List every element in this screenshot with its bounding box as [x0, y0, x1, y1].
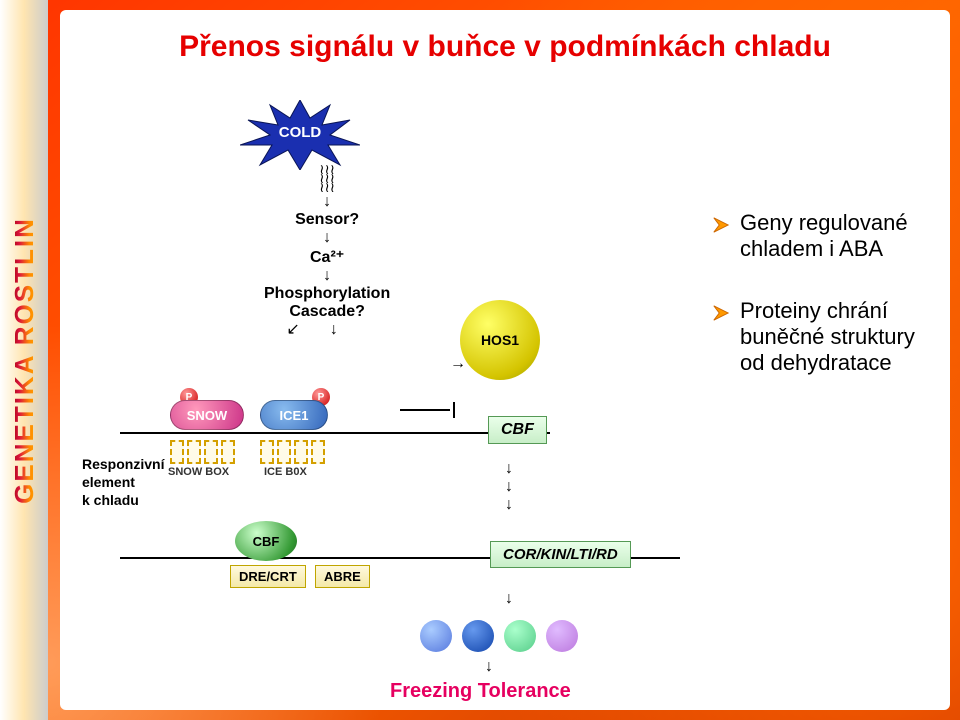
snowbox-label: SNOW BOX — [168, 466, 229, 478]
sensor-label: Sensor? — [295, 211, 359, 229]
dna-line-1 — [120, 432, 550, 434]
dre-box: DRE/CRT — [230, 565, 306, 588]
cbf-gene-box: CBF — [488, 416, 547, 444]
down-arrow-icon: ↓ — [505, 590, 513, 608]
protein-balls — [420, 620, 578, 652]
spring-icon: ≀≀≀≀≀≀≀≀≀ — [319, 166, 335, 193]
down-arrow-icon: ↓↓↓ — [505, 460, 513, 514]
freezing-tolerance-label: Freezing Tolerance — [390, 680, 571, 703]
bullet-icon — [712, 210, 730, 262]
snow-pill: SNOW — [170, 400, 244, 430]
icebox-boxes — [260, 440, 325, 464]
down-arrow-icon: ↓ — [323, 270, 331, 282]
signal-diagram: COLD ≀≀≀≀≀≀≀≀≀ ↓ Sensor? ↓ Ca²⁺ ↓ Phosph… — [90, 100, 710, 660]
bullet-panel: Geny regulované chladem i ABA Proteiny c… — [712, 210, 922, 376]
dna-strip-2: CBF DRE/CRT ABRE COR/KIN/LTI/RD — [120, 535, 680, 595]
dna-strip-1: P SNOW P ICE1 SNOW BOX ICE B0X — [120, 410, 550, 470]
ball-icon — [546, 620, 578, 652]
cold-starburst: COLD — [240, 100, 360, 170]
ice1-pill: ICE1 — [260, 400, 328, 430]
snowbox-boxes — [170, 440, 235, 464]
sidebar: GENETIKA ROSTLIN — [0, 0, 48, 720]
down-arrow-icon: ↓ — [485, 658, 493, 676]
cascade-stack: ≀≀≀≀≀≀≀≀≀ ↓ Sensor? ↓ Ca²⁺ ↓ Phosphoryla… — [264, 166, 390, 336]
hos1-node: HOS1 — [460, 300, 540, 380]
bullet-2-text: Proteiny chrání buněčné struktury od deh… — [740, 298, 922, 376]
phos-label: Phosphorylation Cascade? — [264, 285, 390, 321]
page-title: Přenos signálu v buňce v podmínkách chla… — [84, 30, 926, 64]
ca-label: Ca²⁺ — [310, 247, 344, 267]
down-arrow-icon: ↓ — [323, 196, 331, 208]
abre-box: ABRE — [315, 565, 370, 588]
sidebar-title: GENETIKA ROSTLIN — [9, 217, 40, 504]
cbf-protein: CBF — [235, 521, 297, 561]
responsive-element-label: Responzivní element k chladu — [82, 455, 164, 509]
down-arrow-icon: ↓ — [323, 232, 331, 244]
bullet-1: Geny regulované chladem i ABA — [712, 210, 922, 262]
ball-icon — [504, 620, 536, 652]
slide-content: Přenos signálu v buňce v podmínkách chla… — [60, 10, 950, 710]
ball-icon — [462, 620, 494, 652]
bullet-1-text: Geny regulované chladem i ABA — [740, 210, 922, 262]
bullet-icon — [712, 298, 730, 376]
icebox-label: ICE B0X — [264, 466, 307, 478]
split-arrow-icon: ↙↓ — [286, 324, 367, 336]
bullet-2: Proteiny chrání buněčné struktury od deh… — [712, 298, 922, 376]
cor-gene-box: COR/KIN/LTI/RD — [490, 541, 631, 568]
ball-icon — [420, 620, 452, 652]
cold-label: COLD — [240, 124, 360, 141]
inhibit-icon — [400, 400, 455, 420]
hos1-arrow-icon: → — [450, 355, 466, 373]
